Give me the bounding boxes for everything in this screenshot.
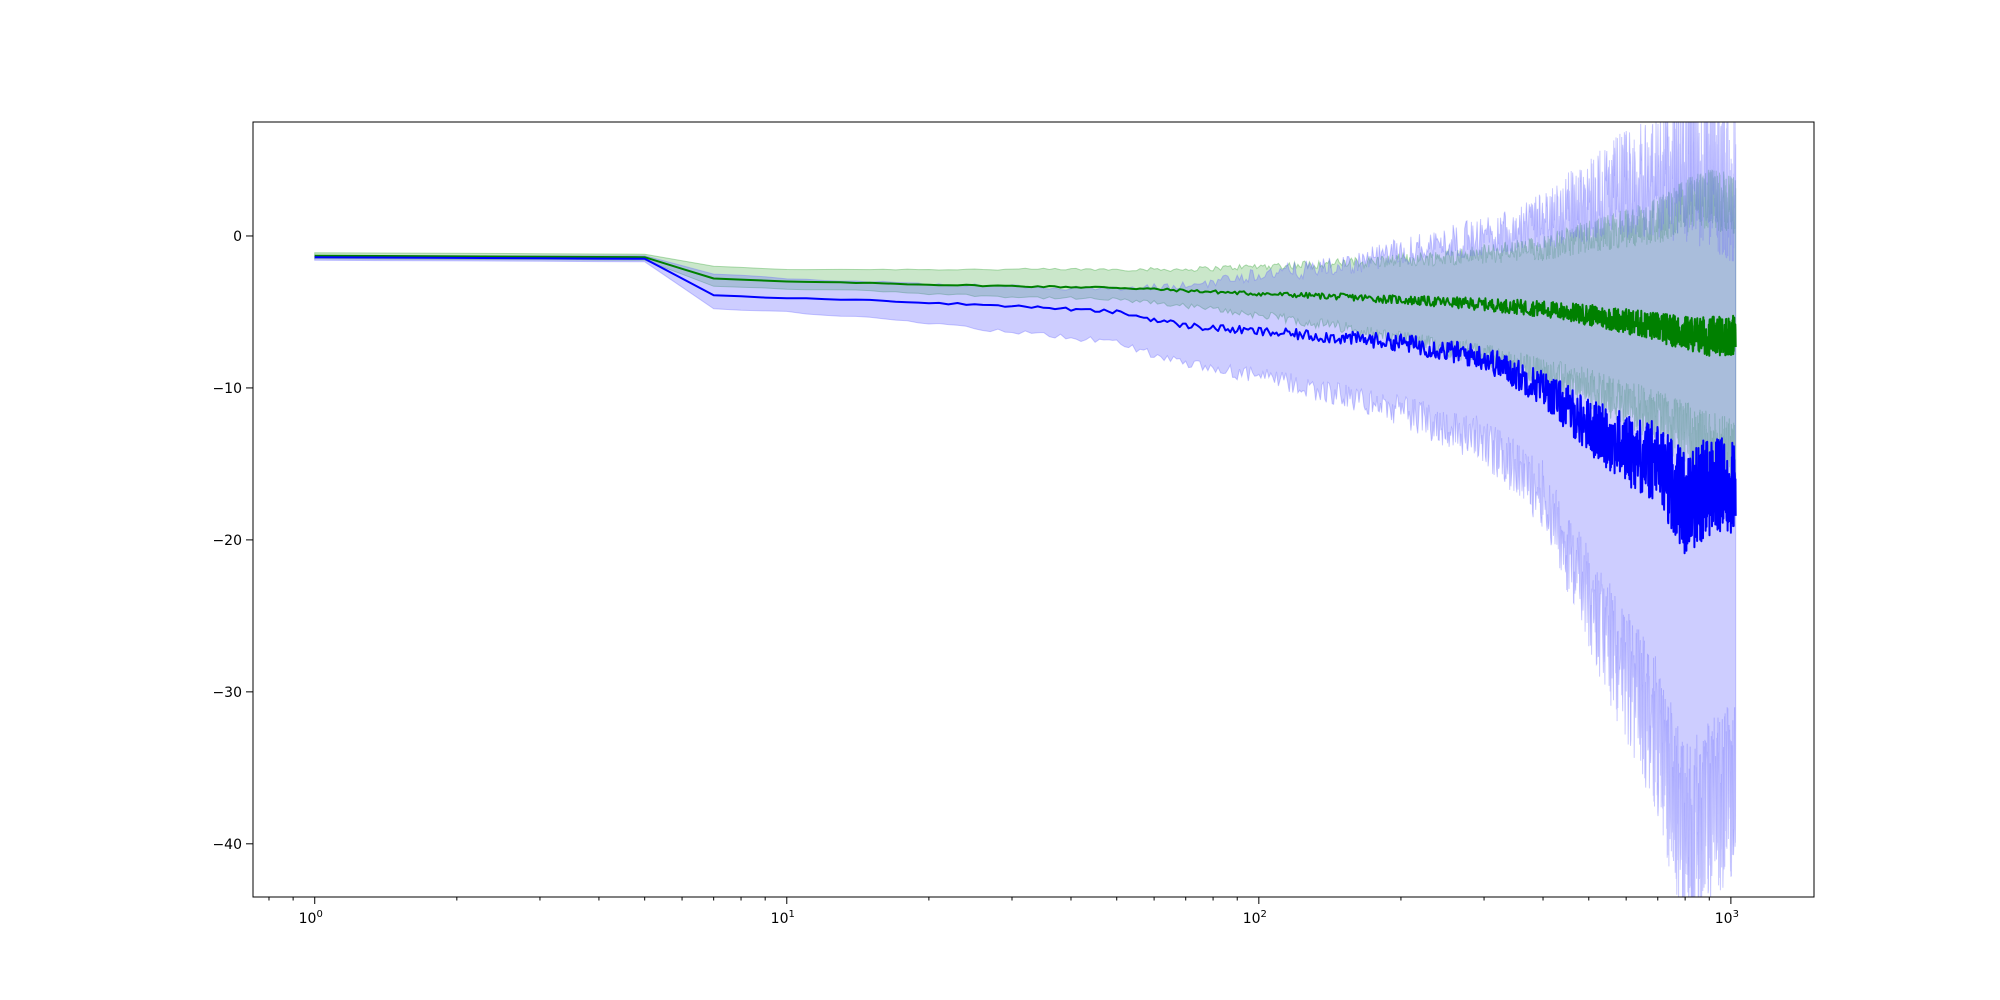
y-tick-label: −40 — [212, 837, 242, 853]
y-tick-label: 0 — [233, 229, 242, 245]
x-tick-label: 102 — [1243, 909, 1267, 927]
x-tick-label: 103 — [1715, 909, 1739, 927]
y-tick-label: −10 — [212, 381, 242, 397]
series-0-mean-line — [314, 254, 1737, 357]
x-tick-label: 101 — [771, 909, 795, 927]
series-1-mean-line — [314, 256, 1737, 555]
y-tick-label: −30 — [212, 685, 242, 701]
x-tick-label: 100 — [299, 909, 323, 927]
y-tick-label: −20 — [212, 533, 242, 549]
y-axis: 0 −10 −20 −30 −40 — [212, 229, 253, 853]
x-axis: 100 101 102 103 — [268, 897, 1739, 927]
plot-frame — [252, 121, 1815, 898]
series-layer — [314, 122, 1737, 897]
series-1-band — [314, 122, 1737, 897]
